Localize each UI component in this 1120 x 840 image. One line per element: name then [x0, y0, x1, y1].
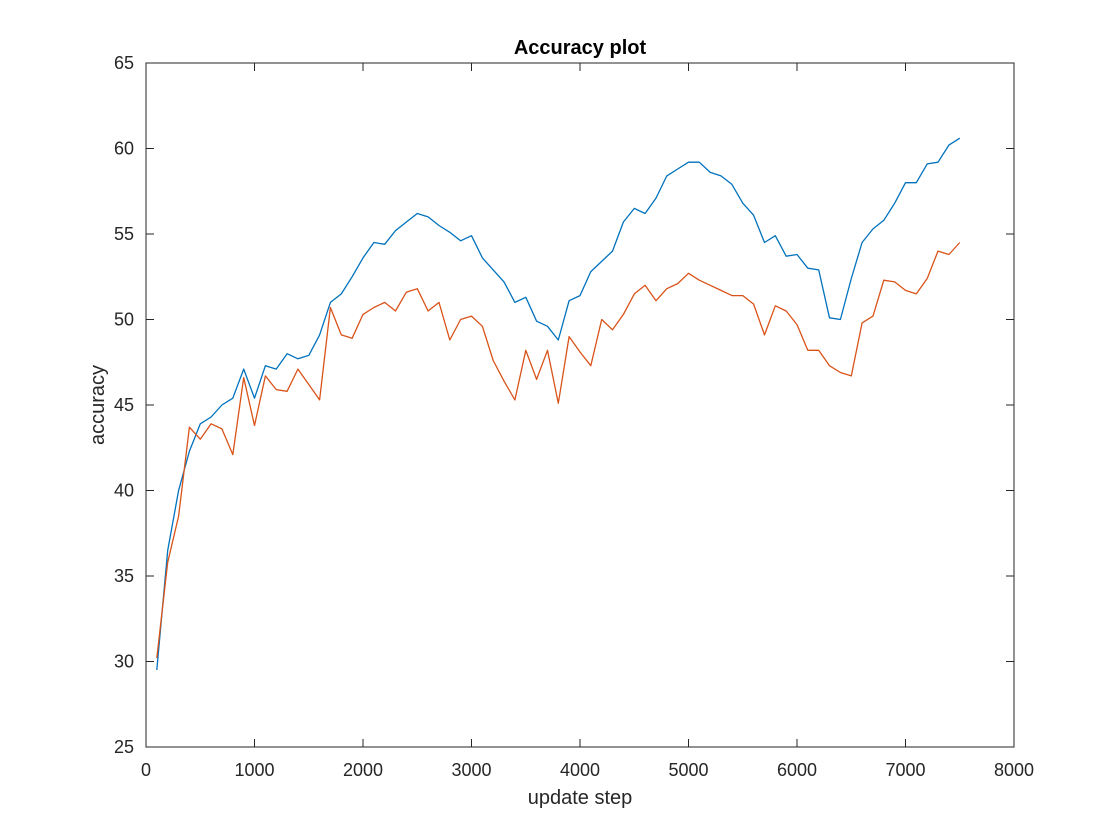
x-axis: 0 1000 2000 3000 4000 5000 6000 7000 8000: [141, 63, 1034, 780]
y-tick-label: 30: [114, 652, 134, 672]
y-tick-label: 60: [114, 139, 134, 159]
x-tick-label: 7000: [885, 760, 925, 780]
series-layer: [156, 137, 961, 671]
x-tick-label: 6000: [777, 760, 817, 780]
x-tick-label: 2000: [343, 760, 383, 780]
y-tick-label: 55: [114, 224, 134, 244]
y-axis-label: accuracy: [87, 365, 109, 445]
y-tick-label: 35: [114, 566, 134, 586]
x-tick-label: 0: [141, 760, 151, 780]
y-tick-label: 50: [114, 310, 134, 330]
series-line-1: [156, 137, 961, 671]
series-line-2: [156, 242, 961, 659]
x-tick-label: 8000: [994, 760, 1034, 780]
y-tick-label: 45: [114, 395, 134, 415]
y-tick-label: 40: [114, 481, 134, 501]
x-tick-label: 4000: [560, 760, 600, 780]
x-tick-label: 3000: [451, 760, 491, 780]
x-axis-label: update step: [528, 787, 633, 809]
chart-title: Accuracy plot: [514, 37, 647, 59]
x-tick-label: 5000: [668, 760, 708, 780]
y-axis: 25 30 35 40 45 50 55 60 65: [114, 53, 1014, 757]
y-tick-label: 65: [114, 53, 134, 73]
y-tick-label: 25: [114, 737, 134, 757]
plot-area: [145, 62, 1015, 748]
x-tick-label: 1000: [234, 760, 274, 780]
